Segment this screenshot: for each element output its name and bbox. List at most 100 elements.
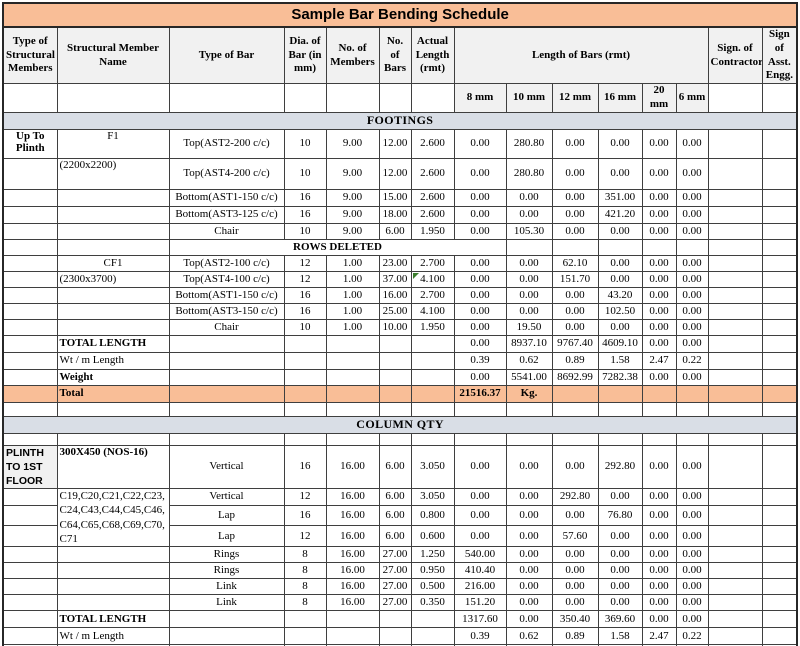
empty-cell xyxy=(505,401,553,417)
value-cell: 8 xyxy=(283,546,327,564)
empty-cell xyxy=(325,432,380,446)
value-cell: 1.58 xyxy=(597,627,643,646)
empty-cell xyxy=(2,627,58,646)
table-row: Link 8 16.00 27.00 0.500 216.00 0.00 0.00 0.00 0.… xyxy=(2,578,798,596)
empty-cell xyxy=(56,222,170,240)
value-cell: 0.00 xyxy=(675,222,709,240)
empty-cell xyxy=(325,627,380,646)
value-cell: 62.10 xyxy=(551,254,599,272)
value-cell: 0.00 xyxy=(597,525,643,548)
empty-cell xyxy=(707,157,763,190)
value-cell: 1.00 xyxy=(325,254,380,272)
value-cell: 16 xyxy=(283,504,327,527)
empty-cell xyxy=(597,401,643,417)
empty-cell xyxy=(551,432,599,446)
empty-cell xyxy=(761,627,798,646)
value-cell: 6.00 xyxy=(378,488,412,506)
value-cell: 0.00 xyxy=(675,334,709,353)
empty-cell xyxy=(761,157,798,190)
value-cell: 0.89 xyxy=(551,351,599,370)
table-row: Rings 8 16.00 27.00 1.250 540.00 0.00 0.00 0.00 0… xyxy=(2,546,798,564)
bar-type: Top(AST2-100 c/c) xyxy=(168,254,285,272)
empty-cell xyxy=(761,578,798,596)
value-cell: 0.00 xyxy=(597,594,643,612)
value-cell: 0.00 xyxy=(505,302,553,320)
value-cell: 43.20 xyxy=(597,286,643,304)
bar-type: Rings xyxy=(168,546,285,564)
subheader-8mm: 8 mm xyxy=(453,83,507,113)
value-cell: 6.00 xyxy=(378,525,412,548)
table-row xyxy=(2,432,798,446)
value-cell: 280.80 xyxy=(505,157,553,190)
value-cell: 16.00 xyxy=(325,504,380,527)
value-cell: 16.00 xyxy=(325,578,380,596)
bar-type: Bottom(AST1-150 c/c) xyxy=(168,286,285,304)
value-cell: 8 xyxy=(283,562,327,580)
value-cell: 16 xyxy=(283,444,327,490)
value-cell: 0.00 xyxy=(505,562,553,580)
value-cell: 216.00 xyxy=(453,578,507,596)
table-row: Weight513.860.00311.86583.970.000.00 xyxy=(2,644,798,646)
value-cell: 0.00 xyxy=(505,188,553,207)
value-cell: 0.00 xyxy=(641,270,677,288)
table-row: Total 21516.37 Kg. xyxy=(2,384,798,403)
empty-cell xyxy=(325,334,380,353)
empty-cell xyxy=(707,334,763,353)
empty-cell xyxy=(641,384,677,403)
value-cell: 0.00 xyxy=(551,504,599,527)
value-cell: 18.00 xyxy=(378,205,412,224)
empty-cell xyxy=(641,432,677,446)
len-12mm: 0.00 xyxy=(551,128,599,159)
value-cell: 0.00 xyxy=(675,594,709,612)
value-cell: 0.00 xyxy=(551,222,599,240)
members-count: 9.00 xyxy=(325,128,380,159)
empty-cell xyxy=(56,238,170,256)
value-cell: 0.00 xyxy=(641,205,677,224)
value-cell: 1.950 xyxy=(410,318,455,336)
empty-cell xyxy=(410,368,455,386)
member-name: CF1 xyxy=(56,254,170,272)
value-cell: 0.00 xyxy=(641,546,677,564)
value-cell: 16.00 xyxy=(325,525,380,548)
table-row: (2200x2200) Top(AST4-200 c/c) 10 9.00 12.00 2… xyxy=(2,157,798,190)
bar-type: Bottom(AST3-150 c/c) xyxy=(168,302,285,320)
value-cell: 0.00 xyxy=(641,254,677,272)
value-cell: 0.950 xyxy=(410,562,455,580)
member-dims: (2300x3700) xyxy=(56,270,170,288)
empty-cell xyxy=(2,222,58,240)
empty-cell xyxy=(707,270,763,288)
empty-cell xyxy=(2,238,58,256)
value-cell: 1.950 xyxy=(410,222,455,240)
empty-cell xyxy=(761,188,798,207)
empty-cell xyxy=(2,286,58,304)
value-cell: 0.00 xyxy=(505,504,553,527)
value-cell: 1.00 xyxy=(325,318,380,336)
empty-cell xyxy=(707,286,763,304)
bar-type: Lap xyxy=(168,504,285,527)
value-cell: 0.00 xyxy=(675,318,709,336)
value-cell: 421.20 xyxy=(597,205,643,224)
table-row: Chair 10 1.00 10.00 1.950 0.00 19.50 0.00 0.00 0.… xyxy=(2,318,798,336)
value-cell: 9.00 xyxy=(325,157,380,190)
value-cell: 0.00 xyxy=(641,610,677,629)
table-row xyxy=(2,401,798,417)
table-row: (2300x3700) Top(AST4-100 c/c) 12 1.00 37.00 4… xyxy=(2,270,798,288)
value-cell: 23.00 xyxy=(378,254,412,272)
bar-type: Top(AST2-200 c/c) xyxy=(168,128,285,159)
value-cell: 0.00 xyxy=(675,504,709,527)
table-row: Rings 8 16.00 27.00 0.950 410.40 0.00 0.00 0.00 0… xyxy=(2,562,798,580)
value-cell: 0.00 xyxy=(505,254,553,272)
actual-length-flagged: 4.100 xyxy=(410,270,455,288)
value-cell: 0.89 xyxy=(551,627,599,646)
total-length-label: TOTAL LENGTH xyxy=(56,610,170,629)
value-cell: 0.00 xyxy=(641,302,677,320)
empty-cell xyxy=(597,238,643,256)
bar-type: Chair xyxy=(168,318,285,336)
value-cell: 37.00 xyxy=(378,270,412,288)
empty-cell xyxy=(168,351,285,370)
value-cell: 0.00 xyxy=(641,488,677,506)
value-cell: 0.00 xyxy=(675,444,709,490)
total-weight-value: 21516.37 xyxy=(453,384,507,403)
